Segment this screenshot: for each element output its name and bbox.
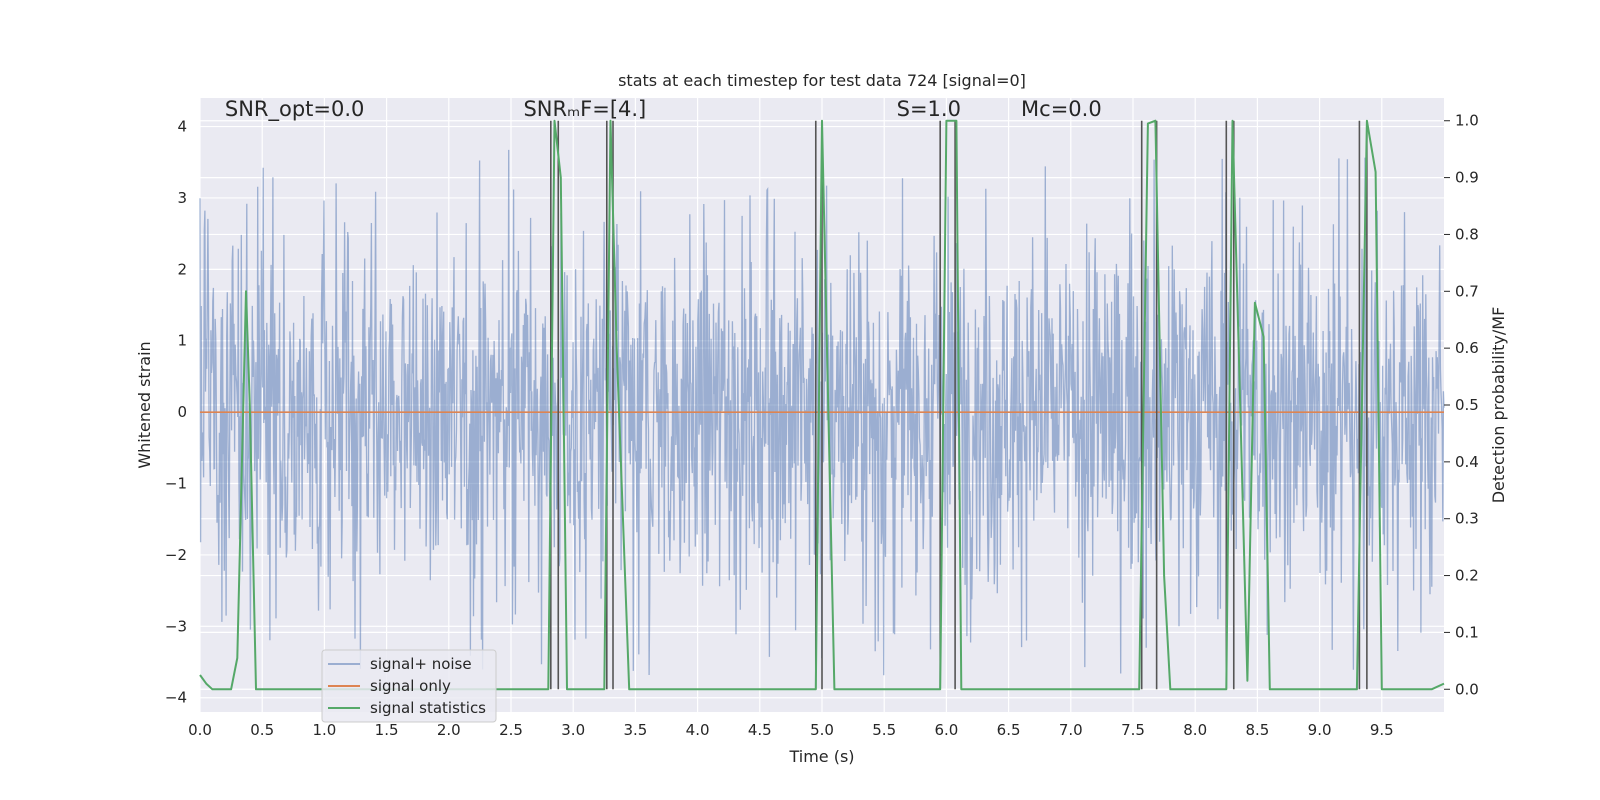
x-tick-label: 2.0: [437, 721, 461, 739]
x-tick-label: 9.5: [1370, 721, 1394, 739]
y-right-axis-ticks: 0.0 0.1 0.2 0.3 0.4 0.5 0.6 0.7 0.8 0.9 1.0: [1444, 112, 1479, 698]
y-right-tick-label: 0.9: [1455, 169, 1479, 187]
y-tick-label: 2: [177, 260, 187, 278]
y-tick-label: 4: [177, 118, 187, 136]
annotation-s-stat: S=1.0: [897, 97, 961, 121]
x-tick-label: 5.5: [872, 721, 896, 739]
x-tick-label: 8.5: [1245, 721, 1269, 739]
y-tick-label: 0: [177, 403, 187, 421]
series-signal-statistics: [199, 119, 1445, 691]
x-tick-label: 4.0: [686, 721, 710, 739]
x-tick-label: 3.5: [623, 721, 647, 739]
annotation-mc: Mᴄ=0.0: [1021, 97, 1102, 121]
y-axis-ticks: −4 −3 −2 −1 0 1 2 3 4: [165, 118, 187, 707]
y-right-tick-label: 0.3: [1455, 510, 1479, 528]
x-tick-label: 8.0: [1183, 721, 1207, 739]
y-right-tick-label: 0.4: [1455, 453, 1479, 471]
x-axis-label: Time (s): [788, 747, 854, 766]
y-axis-label: Whitened strain: [135, 341, 154, 468]
x-tick-label: 9.0: [1308, 721, 1332, 739]
x-tick-label: 0.0: [188, 721, 212, 739]
x-tick-label: 6.5: [997, 721, 1021, 739]
x-tick-label: 4.5: [748, 721, 772, 739]
legend-box: [321, 649, 497, 723]
legend: signal+ noise signal only signal statist…: [321, 649, 497, 723]
annotation-snr-mf: SNRₘF=[4.]: [523, 97, 646, 121]
y-right-axis-label: Detection probability/MF: [1489, 307, 1508, 504]
y-right-tick-label: 1.0: [1455, 112, 1479, 130]
x-tick-label: 1.0: [312, 721, 336, 739]
y-right-tick-label: 0.6: [1455, 339, 1479, 357]
y-right-tick-label: 0.0: [1455, 680, 1479, 698]
y-right-tick-label: 0.2: [1455, 567, 1479, 585]
legend-entry-signal-only: signal only: [370, 677, 451, 695]
x-tick-label: 3.0: [561, 721, 585, 739]
chart-title: stats at each timestep for test data 724…: [618, 71, 1026, 90]
y-tick-label: −4: [165, 689, 187, 707]
y-tick-label: 1: [177, 332, 187, 350]
x-tick-label: 0.5: [250, 721, 274, 739]
x-tick-label: 7.5: [1121, 721, 1145, 739]
legend-entry-signal-noise: signal+ noise: [370, 655, 472, 673]
y-tick-label: −2: [165, 546, 187, 564]
y-right-tick-label: 0.1: [1455, 623, 1479, 641]
legend-entry-signal-statistics: signal statistics: [370, 699, 486, 717]
x-tick-label: 1.5: [375, 721, 399, 739]
x-tick-label: 2.5: [499, 721, 523, 739]
y-right-tick-label: 0.7: [1455, 282, 1479, 300]
y-tick-label: −3: [165, 617, 187, 635]
y-right-tick-label: 0.8: [1455, 225, 1479, 243]
series-line-signal-statistics: [199, 119, 1445, 691]
y-tick-label: −1: [165, 475, 187, 493]
x-axis-ticks: 0.0 0.5 1.0 1.5 2.0 2.5 3.0 3.5 4.0 4.5 5.0 5.5 6.0 6…: [188, 721, 1394, 739]
x-tick-label: 6.0: [934, 721, 958, 739]
x-tick-label: 5.0: [810, 721, 834, 739]
annotations: SNR_opt=0.0 SNRₘF=[4.] S=1.0 Mᴄ=0.0: [225, 97, 1102, 122]
x-tick-label: 7.0: [1059, 721, 1083, 739]
y-right-tick-label: 0.5: [1455, 396, 1479, 414]
y-tick-label: 3: [177, 189, 187, 207]
annotation-snr-opt: SNR_opt=0.0: [225, 97, 365, 122]
